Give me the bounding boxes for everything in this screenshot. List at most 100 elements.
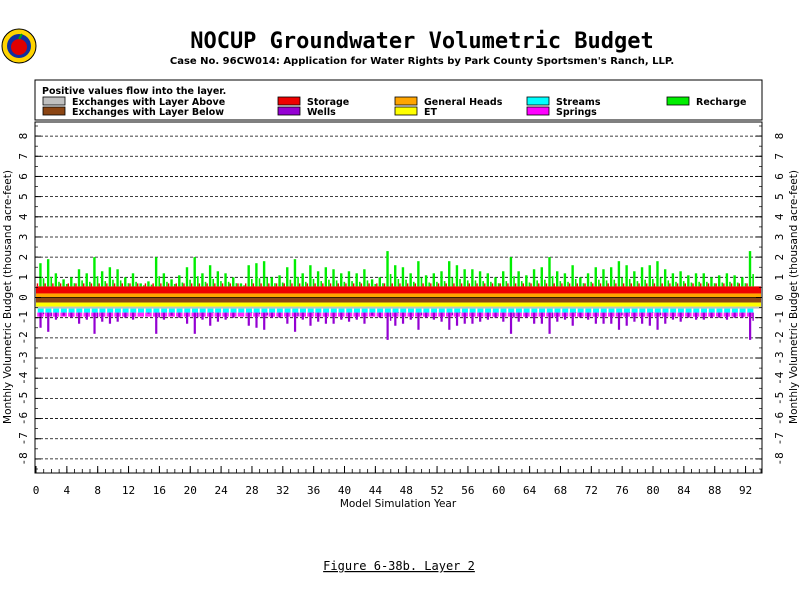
streams-bar bbox=[701, 308, 708, 313]
recharge-bar bbox=[116, 269, 119, 287]
storage-bar bbox=[738, 283, 741, 287]
wells-bar bbox=[224, 312, 227, 320]
streams-bar bbox=[153, 308, 160, 313]
chart-subtitle: Case No. 96CW014: Application for Water … bbox=[170, 56, 674, 67]
wells-bar bbox=[70, 312, 73, 318]
wells-bar bbox=[463, 312, 466, 324]
storage-bar bbox=[468, 283, 471, 287]
y-tick-label: -4 bbox=[17, 371, 30, 385]
streams-bar bbox=[199, 308, 206, 313]
recharge-bar bbox=[710, 277, 713, 287]
wells-bar bbox=[389, 312, 392, 321]
streams-bar bbox=[415, 308, 422, 313]
recharge-bar bbox=[351, 281, 353, 287]
recharge-bar bbox=[409, 273, 412, 287]
recharge-bar bbox=[247, 265, 250, 287]
y-axis-label-left: Monthly Volumetric Budget (thousand acre… bbox=[2, 170, 14, 424]
wells-bar bbox=[93, 312, 96, 334]
storage-bar bbox=[684, 283, 687, 287]
streams-bar bbox=[176, 308, 183, 313]
recharge-bar bbox=[232, 277, 235, 287]
recharge-bar bbox=[278, 275, 281, 287]
streams-bar bbox=[168, 308, 175, 313]
recharge-bar bbox=[555, 271, 559, 287]
streams-bar bbox=[593, 308, 600, 313]
y-tick-label: -8 bbox=[773, 452, 786, 465]
recharge-bar bbox=[262, 261, 266, 287]
storage-bar bbox=[638, 283, 640, 287]
wells-bar bbox=[286, 312, 289, 324]
legend-label: Exchanges with Layer Above bbox=[72, 97, 225, 108]
recharge-bar bbox=[729, 281, 731, 287]
streams-bar bbox=[161, 308, 168, 313]
recharge-bar bbox=[258, 278, 261, 287]
wells-bar bbox=[702, 312, 705, 320]
recharge-bar bbox=[471, 269, 474, 287]
storage-bar bbox=[283, 283, 285, 287]
streams-bar bbox=[45, 308, 52, 313]
recharge-bar bbox=[559, 281, 562, 287]
streams-bar bbox=[307, 308, 314, 313]
storage-bar bbox=[661, 283, 663, 287]
streams-bar bbox=[562, 308, 569, 313]
storage-bar bbox=[98, 283, 100, 287]
wells-bar bbox=[749, 312, 752, 340]
wells-bar bbox=[263, 312, 266, 330]
y-tick-label: 1 bbox=[773, 274, 786, 281]
storage-bar bbox=[561, 283, 563, 287]
recharge-bar bbox=[424, 275, 428, 287]
streams-bar bbox=[330, 308, 337, 313]
storage-bar bbox=[137, 283, 139, 287]
streams-bar bbox=[400, 308, 407, 313]
streams-bar bbox=[739, 308, 746, 313]
storage-bar bbox=[406, 283, 409, 287]
recharge-bar bbox=[417, 261, 420, 287]
recharge-bar bbox=[436, 281, 438, 287]
storage-bar bbox=[44, 283, 46, 287]
recharge-bar bbox=[193, 257, 196, 287]
recharge-bar bbox=[741, 277, 744, 287]
storage-bar bbox=[746, 283, 748, 287]
recharge-bar bbox=[243, 285, 245, 287]
exchanges-above-band bbox=[36, 306, 761, 309]
gridlines bbox=[35, 135, 762, 460]
recharge-bar bbox=[143, 285, 145, 287]
recharge-bar bbox=[455, 265, 459, 287]
recharge-bar bbox=[401, 267, 405, 287]
recharge-bar bbox=[532, 269, 536, 287]
recharge-bar bbox=[324, 267, 328, 287]
wells-bar bbox=[170, 312, 173, 316]
wells-bar bbox=[440, 312, 443, 322]
wells-bar bbox=[502, 312, 505, 322]
x-tick-label: 80 bbox=[646, 484, 659, 497]
wells-bar bbox=[124, 312, 127, 318]
recharge-bar bbox=[274, 283, 276, 287]
recharge-bar bbox=[104, 281, 107, 287]
recharge-bar bbox=[389, 274, 392, 287]
recharge-bar bbox=[224, 273, 227, 287]
streams-bar bbox=[276, 308, 283, 313]
x-tick-label: 4 bbox=[64, 484, 71, 497]
wells-bar bbox=[718, 312, 721, 318]
storage-bar bbox=[36, 283, 39, 287]
recharge-bar bbox=[108, 267, 112, 287]
wells-bar bbox=[209, 312, 212, 326]
recharge-bar bbox=[752, 274, 754, 287]
storage-bar bbox=[121, 283, 123, 287]
storage-bar bbox=[630, 283, 633, 287]
recharge-bar bbox=[663, 269, 667, 287]
streams-bar bbox=[724, 308, 731, 313]
wells-bar bbox=[752, 312, 754, 321]
storage-bar bbox=[83, 283, 85, 287]
wells-bar bbox=[216, 312, 220, 322]
wells-bar bbox=[621, 312, 623, 316]
legend-title: Positive values flow into the layer. bbox=[42, 86, 226, 97]
et-band bbox=[36, 302, 761, 307]
storage-bar bbox=[391, 283, 393, 287]
wells-bar bbox=[725, 312, 729, 320]
recharge-bar bbox=[255, 263, 258, 287]
wells-bar bbox=[178, 312, 181, 318]
wells-bar bbox=[656, 312, 659, 330]
wells-bar bbox=[47, 312, 50, 332]
